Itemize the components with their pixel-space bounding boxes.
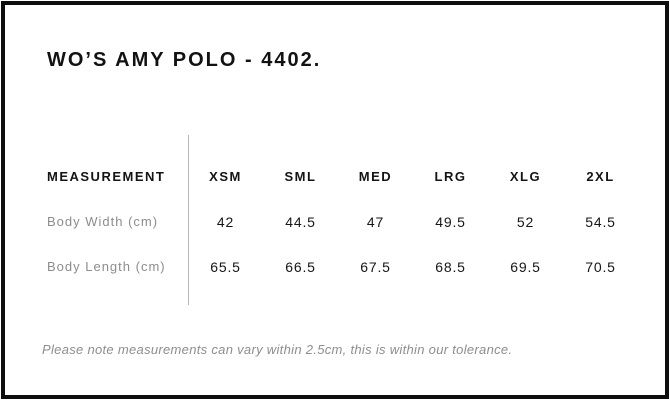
table-divider-line (188, 135, 189, 305)
column-header-sml: SML (284, 169, 317, 184)
body-width-2xl: 54.5 (585, 213, 616, 230)
body-length-2xl: 70.5 (585, 258, 616, 275)
column-header-xsm: XSM (209, 169, 242, 184)
column-header-2xl: 2XL (586, 169, 615, 184)
body-width-lrg: 49.5 (435, 213, 466, 230)
column-header-measurement: MEASUREMENT (47, 169, 166, 184)
size-chart-table: MEASUREMENT XSM SML MED LRG XLG 2XL Body… (47, 154, 638, 289)
column-header-med: MED (358, 169, 393, 184)
page-title: WO’S AMY POLO - 4402. (47, 49, 322, 71)
column-header-lrg: LRG (434, 169, 467, 184)
body-length-xlg: 69.5 (510, 258, 541, 275)
tolerance-note: Please note measurements can vary within… (42, 342, 513, 357)
body-width-med: 47 (366, 213, 385, 230)
body-length-sml: 66.5 (285, 258, 316, 275)
body-width-sml: 44.5 (285, 213, 316, 230)
body-length-xsm: 65.5 (210, 258, 241, 275)
body-length-med: 67.5 (360, 258, 391, 275)
column-header-xlg: XLG (509, 169, 542, 184)
body-length-lrg: 68.5 (435, 258, 466, 275)
body-width-xlg: 52 (516, 213, 535, 230)
body-width-xsm: 42 (216, 213, 235, 230)
row-label-body-length: Body Length (cm) (47, 259, 166, 274)
row-label-body-width: Body Width (cm) (47, 214, 159, 229)
